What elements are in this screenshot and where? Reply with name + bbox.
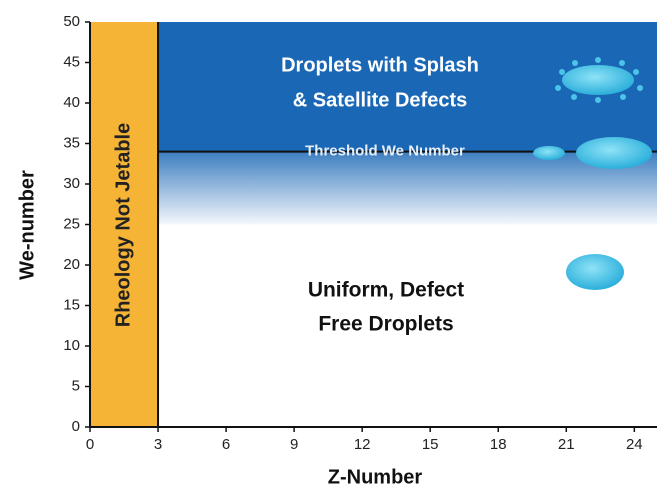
y-tick-label: 20 [63, 256, 80, 273]
x-tick-label: 6 [222, 436, 230, 453]
y-tick-label: 45 [63, 53, 80, 70]
y-tick-label: 10 [63, 337, 80, 354]
region-label: Uniform, Defect [308, 279, 464, 302]
region [90, 22, 159, 427]
x-tick-label: 15 [422, 436, 439, 453]
x-tick-label: 24 [626, 436, 643, 453]
x-tick-label: 18 [490, 436, 507, 453]
region-label: Free Droplets [318, 313, 453, 336]
x-tick-label: 9 [290, 436, 298, 453]
x-tick-label: 0 [86, 436, 94, 453]
region-label: Droplets with Splash [281, 54, 479, 76]
y-tick-label: 5 [72, 377, 80, 394]
x-tick-label: 3 [154, 436, 162, 453]
threshold-label: Threshold We Number [305, 143, 465, 160]
y-axis-title: We-number [16, 170, 38, 280]
y-tick-label: 40 [63, 94, 80, 111]
x-tick-label: 12 [354, 436, 371, 453]
y-tick-label: 15 [63, 296, 80, 313]
region-label: Rheology Not Jetable [112, 123, 134, 327]
droplet-icons [533, 57, 652, 290]
y-tick-label: 25 [63, 215, 80, 232]
region-label: & Satellite Defects [293, 89, 468, 111]
region [158, 151, 658, 225]
x-tick-label: 21 [558, 436, 575, 453]
x-axis-title: Z-Number [328, 466, 423, 488]
y-tick-label: 50 [63, 13, 80, 30]
y-tick-label: 30 [63, 175, 80, 192]
y-tick-label: 0 [72, 418, 80, 435]
region [158, 224, 658, 427]
y-tick-label: 35 [63, 134, 80, 151]
